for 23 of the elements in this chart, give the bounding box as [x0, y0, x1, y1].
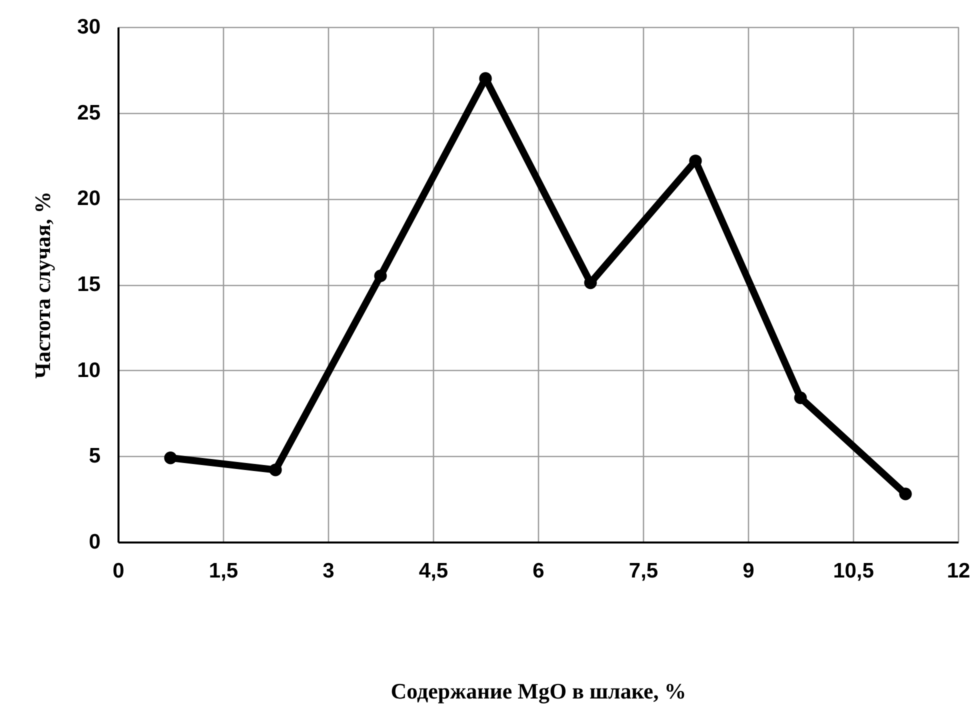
- y-tick-label: 0: [88, 530, 100, 554]
- y-tick-label: 25: [77, 101, 101, 124]
- x-tick-label: 9: [742, 560, 754, 582]
- x-tick-label: 4,5: [418, 560, 448, 582]
- y-tick-label: 15: [77, 273, 101, 296]
- x-tick-label: 10,5: [833, 560, 874, 582]
- x-tick-label: 6: [532, 560, 544, 582]
- x-tick-label: 3: [322, 560, 334, 582]
- x-tick-label: 1,5: [208, 560, 238, 582]
- point: [794, 391, 807, 404]
- y-tick-label: 30: [77, 16, 100, 38]
- x-tick-label: 7,5: [628, 560, 658, 582]
- x-tick-label: 0: [112, 560, 124, 582]
- x-tick-label: 12: [946, 560, 970, 582]
- point: [164, 452, 177, 464]
- y-tick-label: 5: [88, 444, 101, 468]
- y-axis-title: Частота случая, %: [30, 191, 56, 379]
- y-tick-label: 10: [77, 358, 100, 382]
- y-tick-label: 20: [77, 187, 100, 210]
- point: [269, 464, 282, 476]
- point: [374, 270, 387, 282]
- x-axis-title: Содержание MgO в шлаке, %: [390, 678, 686, 704]
- point: [899, 488, 912, 500]
